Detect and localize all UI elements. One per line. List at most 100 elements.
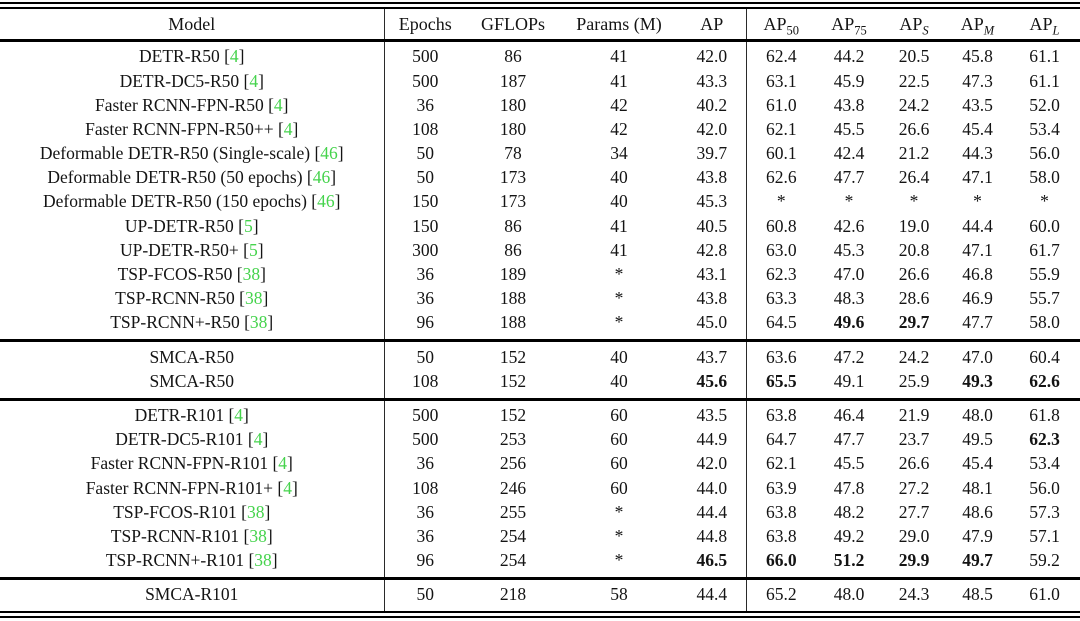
col-header-ap50: AP50 (746, 9, 816, 42)
value-cell: 63.1 (765, 70, 797, 91)
value-cell: 27.2 (898, 477, 930, 498)
value-cell: 26.6 (898, 453, 930, 474)
value-cell: 24.2 (898, 346, 930, 367)
value-cell: 62.1 (765, 118, 797, 139)
value-cell: 45.9 (833, 70, 865, 91)
table-row: UP-DETR-R50+ [5] 300 86 41 42.8 63.0 45.3 20.8 4… (0, 238, 1080, 263)
value-cell: 500 (412, 46, 439, 67)
citation-ref: [38] (239, 525, 273, 546)
model-cell: TSP-FCOS-R101 [38] (0, 500, 385, 525)
citation-ref: [38] (236, 501, 271, 522)
model-name: TSP-FCOS-R50 (117, 264, 233, 285)
value-cell: 61.1 (1029, 70, 1060, 91)
value-cell: 173 (499, 167, 527, 188)
value-cell: 27.7 (898, 501, 930, 522)
value-cell: 36 (416, 525, 435, 546)
value-cell: 50 (416, 143, 435, 164)
value-cell: 150 (412, 191, 439, 212)
value-cell: 57.1 (1029, 525, 1060, 546)
value-cell: 53.4 (1029, 118, 1060, 139)
value-cell: 46.8 (962, 264, 993, 285)
value-cell: 43.1 (678, 262, 747, 287)
value-cell: 55.9 (1029, 264, 1060, 285)
value-cell: 26.6 (898, 118, 930, 139)
value-cell: 60 (610, 404, 628, 425)
value-cell: 40 (610, 167, 628, 188)
value-cell: 43.5 (678, 399, 747, 428)
value-cell: 254 (499, 525, 527, 546)
value-cell: 86 (504, 239, 522, 260)
model-cell: DETR-DC5-R101 [4] (0, 427, 385, 452)
value-cell: 53.4 (1029, 453, 1060, 474)
value-cell: 500 (412, 70, 439, 91)
model-cell: TSP-FCOS-R50 [38] (0, 262, 385, 287)
value-cell: 44.4 (678, 578, 747, 612)
table-row: SMCA-R50 108 152 40 45.6 65.5 49.1 25.9 49.3 62.6 (0, 369, 1080, 401)
value-cell: 24.2 (898, 94, 930, 115)
value-cell: 48.6 (962, 501, 993, 522)
value-cell: 500 (412, 429, 439, 450)
value-cell: 22.5 (898, 70, 930, 91)
value-cell: 63.8 (765, 525, 797, 546)
value-cell: 62.3 (765, 264, 797, 285)
table-row: Faster RCNN-FPN-R50++ [4] 108 180 42 42.0 62.… (0, 117, 1080, 142)
value-cell: 150 (412, 215, 439, 236)
value-cell: 45.6 (678, 369, 747, 401)
value-cell: 300 (412, 239, 439, 260)
value-cell: 49.3 (946, 369, 1009, 401)
value-cell: 20.8 (898, 239, 930, 260)
value-cell: 55.7 (1029, 288, 1060, 309)
value-cell: 66.0 (746, 548, 816, 580)
model-name: Faster RCNN-FPN-R50++ (85, 118, 274, 139)
citation-ref: [4] (239, 70, 264, 91)
value-cell: 47.8 (833, 477, 865, 498)
value-cell: 48.3 (833, 288, 865, 309)
value-cell: 29.7 (882, 311, 946, 343)
value-cell: 60.1 (765, 143, 797, 164)
col-header-gflops: GFLOPs (466, 9, 560, 42)
citation-ref: [4] (243, 429, 269, 450)
value-cell: 62.3 (1029, 429, 1060, 450)
value-cell: 45.8 (962, 46, 993, 67)
value-cell: 36 (416, 453, 435, 474)
table-section: DETR-R50 [4] 500 86 41 42.0 62.4 44.2 20.5 45.8 6… (0, 40, 1080, 343)
value-cell: 246 (499, 477, 527, 498)
value-cell: 44.9 (678, 427, 747, 452)
model-cell: UP-DETR-R50 [5] (0, 214, 385, 239)
value-cell: 36 (416, 501, 435, 522)
table-rule-bottom (0, 611, 1080, 619)
value-cell: 108 (412, 118, 439, 139)
value-cell: 218 (499, 584, 527, 605)
value-cell: 62.6 (765, 167, 797, 188)
value-cell: 40.5 (678, 214, 747, 239)
value-cell: 23.7 (898, 429, 930, 450)
col-header-epochs: Epochs (384, 9, 466, 42)
value-cell: * (614, 525, 624, 546)
value-cell: 61.0 (765, 94, 797, 115)
value-cell: 65.2 (765, 584, 797, 605)
value-cell: 41 (610, 239, 628, 260)
value-cell: 56.0 (1029, 477, 1060, 498)
citation-ref: [4] (219, 46, 245, 67)
value-cell: 61.0 (1029, 584, 1060, 605)
value-cell: 47.0 (962, 346, 993, 367)
value-cell: 63.0 (765, 239, 797, 260)
model-name: TSP-FCOS-R101 (113, 501, 237, 522)
citation-ref: [46] (302, 167, 337, 188)
value-cell: 46.5 (678, 548, 747, 580)
col-header-apl: APL (1009, 9, 1080, 42)
model-name: UP-DETR-R50 (124, 215, 234, 236)
value-cell: 63.6 (765, 346, 797, 367)
value-cell: 58.0 (1009, 311, 1080, 343)
value-cell: 43.8 (678, 286, 747, 312)
value-cell: 24.3 (898, 584, 930, 605)
citation-ref: [4] (273, 118, 299, 139)
value-cell: 60.0 (1029, 215, 1060, 236)
value-cell: 62.1 (765, 453, 797, 474)
table-row: Faster RCNN-FPN-R101+ [4] 108 246 60 44.0 63.… (0, 476, 1080, 501)
value-cell: * (560, 311, 678, 343)
value-cell: 36 (416, 94, 435, 115)
table-row: Faster RCNN-FPN-R50 [4] 36 180 42 40.2 61.0 43… (0, 93, 1080, 118)
value-cell: * (560, 548, 678, 580)
value-cell: 63.8 (765, 501, 797, 522)
